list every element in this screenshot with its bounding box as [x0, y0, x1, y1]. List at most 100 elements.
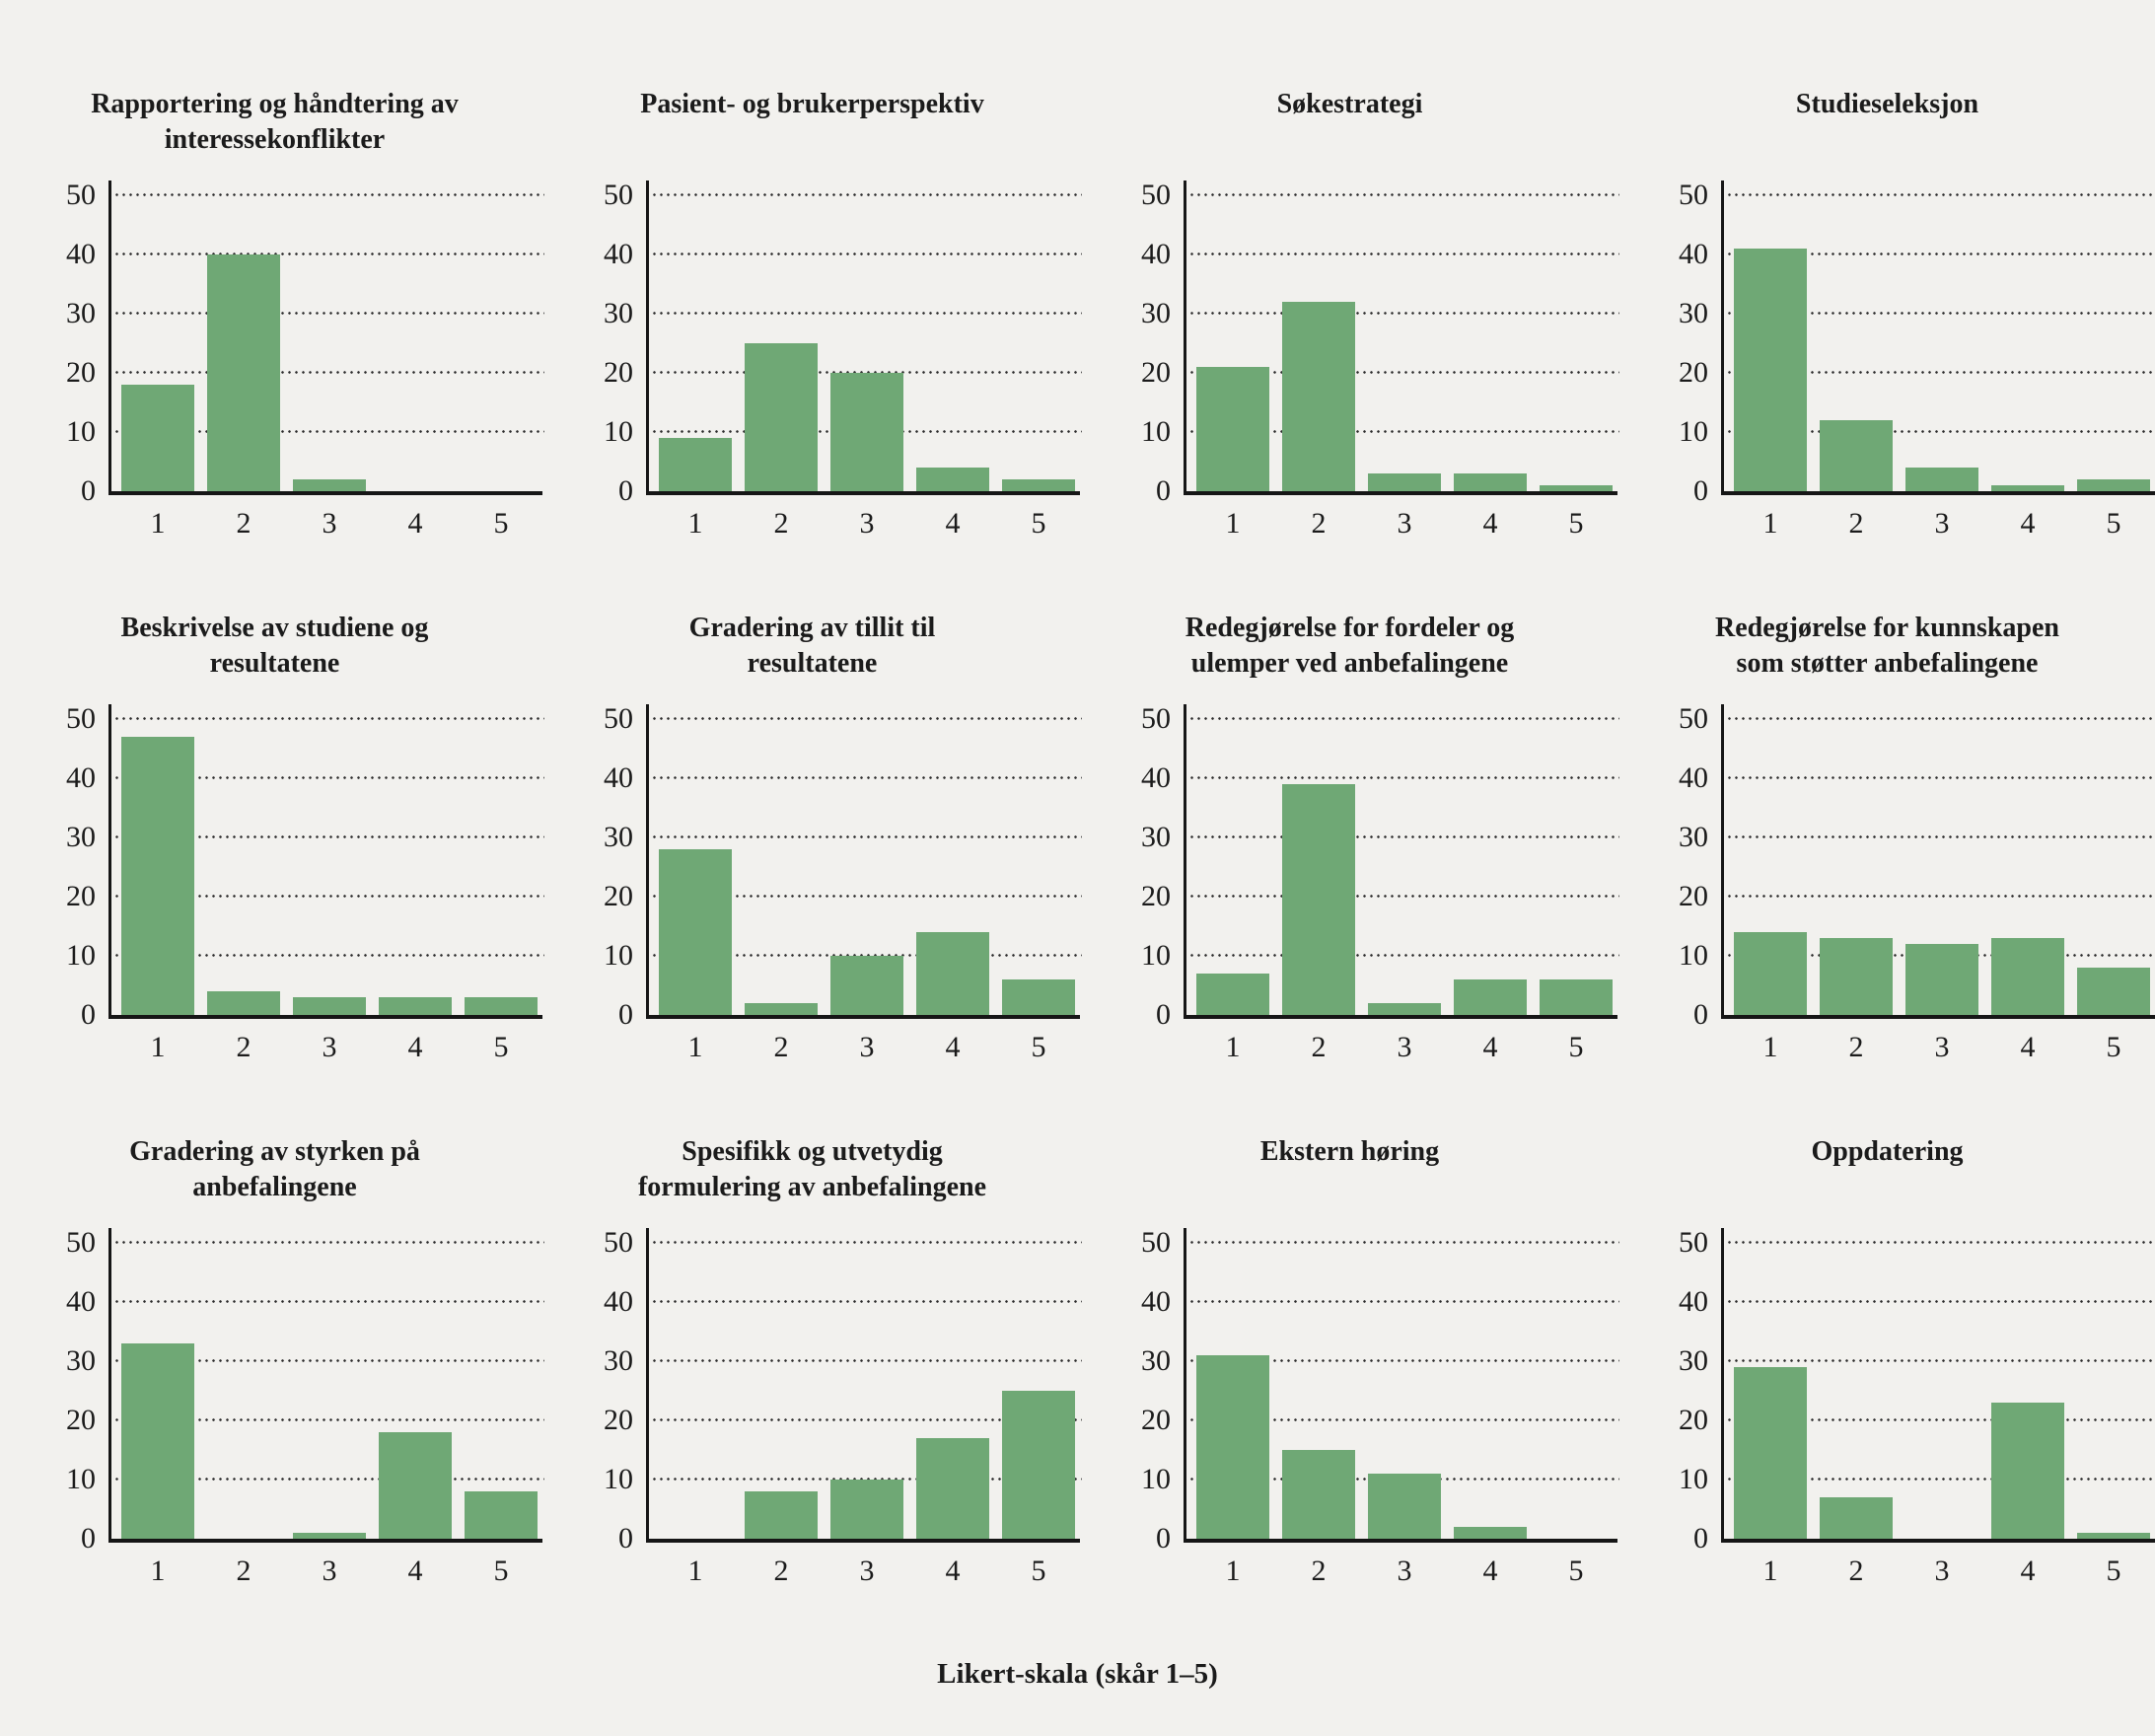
- x-tick-label: 2: [1848, 1555, 1864, 1587]
- gridline-40: [1726, 776, 2155, 779]
- gridline-10: [1188, 430, 1619, 433]
- bar-category-1: [1734, 249, 1807, 491]
- y-tick-label: 40: [1141, 1285, 1171, 1318]
- bar-category-5: [465, 997, 538, 1015]
- y-tick-label: 0: [81, 474, 96, 507]
- gridline-50: [1726, 1241, 2155, 1244]
- gridline-20: [651, 371, 1082, 374]
- gridline-40: [113, 253, 544, 255]
- y-tick-label: 40: [1141, 238, 1171, 270]
- y-tick-label: 0: [1156, 1522, 1171, 1555]
- bar-category-4: [1454, 979, 1527, 1015]
- y-tick-label: 30: [66, 821, 96, 853]
- bar-category-2: [745, 1491, 818, 1539]
- plot-area: 0 10 20 30 40 50 1 2 3 4 5: [1141, 1228, 1619, 1586]
- bar-category-2: [745, 343, 818, 491]
- bar-category-3: [830, 1480, 903, 1539]
- bar-category-5: [465, 1491, 538, 1539]
- bar-category-3: [1368, 1003, 1441, 1015]
- gridline-50: [113, 193, 544, 196]
- bar-chart-4: Studieseleksjon 0 10 20 30 40 50 1 2 3 4 5: [1618, 87, 2155, 611]
- y-tick-label: 0: [81, 998, 96, 1031]
- gridline-50: [651, 1241, 1082, 1244]
- x-tick-label: 1: [1225, 507, 1241, 540]
- gridline-10: [1726, 1478, 2155, 1481]
- gridline-30: [1188, 312, 1619, 315]
- bar-category-4: [379, 1432, 452, 1539]
- x-tick-label: 5: [493, 1555, 509, 1587]
- bar-category-2: [207, 991, 280, 1015]
- y-tick-label: 20: [1679, 1404, 1708, 1436]
- chart-title: Studieseleksjon: [1795, 89, 1979, 119]
- x-tick-label: 1: [150, 507, 166, 540]
- y-tick-label: 20: [1141, 356, 1171, 389]
- y-tick-label: 50: [1679, 179, 1708, 211]
- chart-grid: Rapportering og håndtering av interesseko…: [6, 87, 2155, 1658]
- x-tick-label: 5: [1568, 1555, 1584, 1587]
- plot-area: 0 10 20 30 40 50 1 2 3 4 5: [1141, 704, 1619, 1062]
- gridline-30: [1188, 1359, 1619, 1362]
- bar-category-1: [121, 1343, 194, 1539]
- y-tick-label: 10: [604, 1463, 633, 1495]
- y-tick-label: 50: [604, 702, 633, 735]
- plot-area: 0 10 20 30 40 50 1 2 3 4 5: [66, 1228, 544, 1586]
- y-tick-label: 20: [66, 880, 96, 912]
- bar-category-1: [121, 385, 194, 491]
- gridline-30: [651, 312, 1082, 315]
- plot-area: 0 10 20 30 40 50 1 2 3 4 5: [604, 1228, 1082, 1586]
- y-tick-label: 50: [66, 702, 96, 735]
- bar-category-2: [1282, 1450, 1355, 1539]
- gridline-40: [651, 1300, 1082, 1303]
- gridline-30: [113, 1359, 544, 1362]
- x-tick-label: 1: [1762, 507, 1778, 540]
- y-tick-label: 10: [1141, 415, 1171, 448]
- x-tick-label: 5: [1568, 1031, 1584, 1063]
- bar-category-5: [2077, 479, 2150, 491]
- gridline-20: [1726, 1418, 2155, 1421]
- x-tick-label: 2: [1311, 1555, 1327, 1587]
- bar-chart-6: Gradering av tillit til resultatene 0 10 20…: [543, 611, 1082, 1134]
- x-tick-label: 1: [1762, 1555, 1778, 1587]
- plot-area: 0 10 20 30 40 50 1 2 3 4 5: [1679, 181, 2155, 539]
- gridline-40: [651, 776, 1082, 779]
- x-tick-label: 2: [773, 507, 789, 540]
- bar-category-5: [1540, 979, 1613, 1015]
- gridline-30: [651, 835, 1082, 838]
- x-tick-label: 2: [1311, 507, 1327, 540]
- x-tick-label: 5: [493, 507, 509, 540]
- y-tick-label: 0: [618, 1522, 633, 1555]
- y-tick-label: 20: [1679, 880, 1708, 912]
- x-tick-label: 3: [859, 1031, 875, 1063]
- y-tick-label: 20: [604, 356, 633, 389]
- y-tick-label: 20: [66, 1404, 96, 1436]
- bar-category-4: [1991, 485, 2064, 491]
- chart-title: Ekstern høring: [1259, 1136, 1440, 1167]
- bar-chart-7: Redegjørelse for fordeler og ulemper ved …: [1081, 611, 1619, 1134]
- bar-category-2: [1282, 302, 1355, 491]
- y-tick-label: 40: [1679, 761, 1708, 794]
- y-tick-label: 40: [66, 238, 96, 270]
- x-axis-label: Likert-skala (skår 1–5): [937, 1658, 1218, 1690]
- y-tick-label: 0: [1693, 998, 1708, 1031]
- y-tick-label: 0: [1693, 1522, 1708, 1555]
- x-tick-label: 5: [2106, 1031, 2121, 1063]
- plot-area: 0 10 20 30 40 50 1 2 3 4 5: [66, 704, 544, 1062]
- gridline-30: [113, 312, 544, 315]
- y-tick-label: 30: [66, 1344, 96, 1377]
- bar-category-4: [1991, 938, 2064, 1015]
- x-tick-label: 3: [1934, 507, 1950, 540]
- y-tick-label: 0: [1693, 474, 1708, 507]
- x-tick-label: 3: [322, 507, 337, 540]
- plot-area: 0 10 20 30 40 50 1 2 3 4 5: [604, 181, 1082, 539]
- y-tick-label: 30: [604, 297, 633, 329]
- gridline-30: [113, 835, 544, 838]
- y-tick-label: 20: [1141, 880, 1171, 912]
- y-tick-label: 20: [604, 880, 633, 912]
- bar-chart-2: Pasient- og brukerperspektiv 0 10 20 30 40 50…: [543, 87, 1082, 611]
- x-tick-label: 4: [2020, 1031, 2036, 1063]
- bar-category-3: [1905, 944, 1978, 1015]
- y-tick-label: 50: [1679, 702, 1708, 735]
- gridline-50: [1726, 193, 2155, 196]
- x-tick-label: 4: [1482, 1031, 1498, 1063]
- gridline-40: [113, 1300, 544, 1303]
